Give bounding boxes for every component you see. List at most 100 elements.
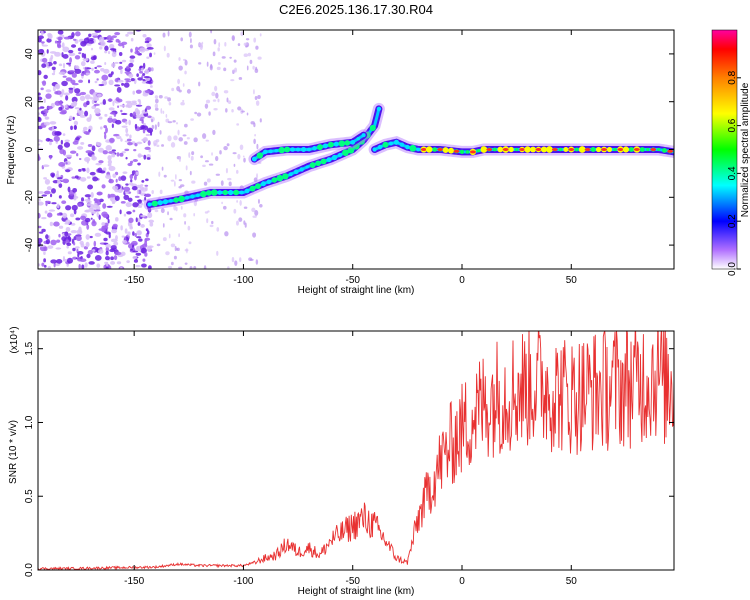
noise-speck xyxy=(86,100,90,106)
noise-speck xyxy=(130,223,133,228)
noise-speck xyxy=(104,61,107,66)
noise-speck xyxy=(58,183,63,188)
noise-speck xyxy=(109,48,117,51)
trace-blob xyxy=(432,147,437,152)
noise-speck xyxy=(133,259,139,263)
noise-speck xyxy=(162,223,165,228)
noise-speck xyxy=(98,116,103,120)
noise-speck xyxy=(38,48,45,54)
noise-speck xyxy=(145,186,148,192)
noise-speck xyxy=(80,61,86,67)
noise-speck xyxy=(96,192,102,196)
noise-speck xyxy=(143,154,147,160)
noise-speck xyxy=(94,108,101,115)
noise-speck xyxy=(161,144,165,147)
noise-speck xyxy=(65,154,73,158)
noise-speck xyxy=(78,157,82,161)
trace-peak xyxy=(633,148,640,151)
noise-speck xyxy=(218,42,221,48)
noise-speck xyxy=(104,45,109,51)
noise-speck xyxy=(41,228,46,233)
trace-blob xyxy=(399,142,405,147)
noise-speck xyxy=(43,177,48,180)
colorbar-label: Normalized spectral amplitude xyxy=(740,82,750,217)
noise-speck xyxy=(97,142,102,147)
noise-speck xyxy=(115,251,122,256)
noise-speck xyxy=(158,171,161,177)
noise-speck xyxy=(109,112,116,115)
noise-speck xyxy=(141,81,148,84)
noise-speck xyxy=(75,93,82,97)
noise-speck xyxy=(79,107,82,111)
noise-speck xyxy=(125,121,128,125)
noise-speck xyxy=(79,177,87,182)
noise-speck xyxy=(252,232,257,238)
noise-speck xyxy=(132,159,138,162)
noise-speck xyxy=(216,66,221,71)
trace-blob xyxy=(331,154,338,161)
noise-speck xyxy=(104,256,110,261)
trace-blob xyxy=(662,147,667,153)
noise-speck xyxy=(162,237,167,242)
noise-speck xyxy=(53,221,60,227)
noise-speck xyxy=(74,88,81,94)
noise-speck xyxy=(61,80,68,87)
noise-speck xyxy=(184,262,188,265)
noise-speck xyxy=(86,176,91,179)
noise-speck xyxy=(129,112,133,117)
noise-speck xyxy=(62,46,70,53)
noise-speck xyxy=(191,151,195,156)
noise-speck xyxy=(42,164,50,168)
noise-speck xyxy=(53,60,57,65)
noise-speck xyxy=(123,186,131,192)
noise-speck xyxy=(254,95,258,101)
noise-speck xyxy=(111,149,116,152)
noise-speck xyxy=(118,65,123,71)
noise-speck xyxy=(206,61,209,67)
noise-speck xyxy=(72,82,79,86)
noise-speck xyxy=(123,213,127,217)
noise-speck xyxy=(130,179,133,183)
noise-speck xyxy=(107,51,111,55)
noise-speck xyxy=(120,109,123,113)
noise-speck xyxy=(143,137,148,141)
noise-speck xyxy=(143,75,150,79)
noise-speck xyxy=(105,261,109,267)
noise-speck xyxy=(170,179,175,182)
noise-speck xyxy=(70,222,76,226)
trace-blob xyxy=(333,141,339,147)
noise-speck xyxy=(128,62,134,68)
trace-blob xyxy=(266,179,272,185)
trace-blob xyxy=(409,144,417,152)
noise-speck xyxy=(134,233,137,237)
noise-speck xyxy=(134,108,139,114)
noise-speck xyxy=(69,213,75,218)
noise-speck xyxy=(80,197,85,202)
noise-speck xyxy=(84,262,88,268)
noise-speck xyxy=(48,209,56,212)
noise-speck xyxy=(137,205,143,208)
noise-speck xyxy=(114,31,121,36)
noise-speck xyxy=(213,108,218,111)
noise-speck xyxy=(86,43,92,46)
noise-speck xyxy=(243,206,248,209)
noise-speck xyxy=(191,180,196,184)
noise-speck xyxy=(121,59,127,63)
noise-speck xyxy=(45,238,51,245)
noise-speck xyxy=(73,236,77,241)
noise-speck xyxy=(230,79,235,82)
trace-peak xyxy=(584,148,591,151)
noise-speck xyxy=(38,237,43,244)
noise-speck xyxy=(116,152,120,157)
trace-blob xyxy=(372,147,377,152)
noise-speck xyxy=(71,72,77,78)
noise-speck xyxy=(144,146,151,151)
noise-speck xyxy=(93,198,98,202)
noise-speck xyxy=(183,141,188,145)
noise-speck xyxy=(121,82,125,86)
noise-speck xyxy=(125,127,129,134)
noise-speck xyxy=(62,149,67,156)
noise-speck xyxy=(105,145,112,151)
noise-speck xyxy=(107,98,113,102)
colorbar-tick-label: 0.0 xyxy=(727,262,738,276)
